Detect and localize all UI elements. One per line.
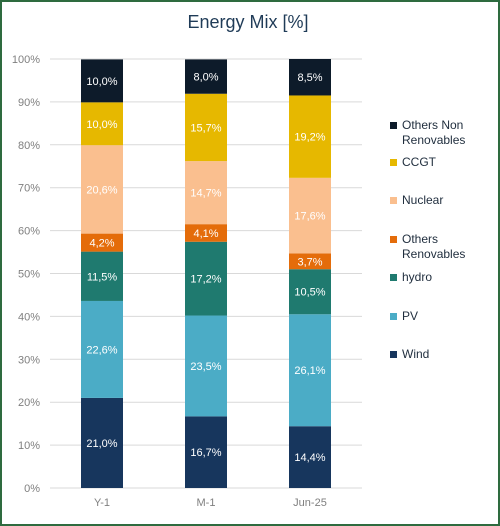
y-tick-label: 40% xyxy=(18,311,40,323)
y-tick-label: 0% xyxy=(24,483,40,495)
bar-segment xyxy=(289,59,331,96)
data-label: 10,0% xyxy=(86,119,117,131)
y-tick-label: 80% xyxy=(18,140,40,152)
y-tick-label: 50% xyxy=(18,269,40,281)
x-tick-label: M-1 xyxy=(197,497,216,509)
data-label: 17,2% xyxy=(190,274,221,286)
bar-segment xyxy=(81,300,123,398)
data-label: 11,5% xyxy=(87,271,118,283)
bar-segment xyxy=(289,177,331,254)
data-label: 19,2% xyxy=(294,132,325,144)
y-tick-label: 20% xyxy=(18,397,40,409)
bar-segment xyxy=(289,426,331,488)
legend-label: Others Non Renovables xyxy=(402,118,465,147)
data-label: 16,7% xyxy=(190,447,221,459)
bar-segment xyxy=(81,251,123,301)
bar-segment xyxy=(185,161,227,225)
legend-swatch xyxy=(390,197,397,204)
legend-label: Nuclear xyxy=(402,193,443,207)
data-label: 23,5% xyxy=(190,361,221,373)
bar-segment xyxy=(185,93,227,162)
bar-segment xyxy=(81,59,123,103)
data-label: 10,0% xyxy=(86,76,117,88)
legend-label: CCGT xyxy=(402,155,437,169)
data-label: 8,5% xyxy=(297,72,322,84)
bar-segment xyxy=(289,314,331,427)
legend-swatch xyxy=(390,159,397,166)
data-label: 20,6% xyxy=(86,184,117,196)
y-tick-label: 70% xyxy=(18,183,40,195)
bar-segment xyxy=(289,269,331,315)
bar-segment xyxy=(81,397,123,488)
legend-swatch xyxy=(390,122,397,129)
data-label: 14,7% xyxy=(190,188,221,200)
bar-segment xyxy=(185,59,227,94)
legend-swatch xyxy=(390,236,397,243)
data-label: 22,6% xyxy=(86,344,117,356)
x-axis: Y-1 M-1 Jun-25 xyxy=(94,497,327,509)
legend-swatch xyxy=(390,313,397,320)
data-label: 10,5% xyxy=(294,287,325,299)
x-tick-label: Jun-25 xyxy=(293,497,327,509)
data-label: 4,2% xyxy=(89,238,114,250)
data-label: 4,1% xyxy=(193,228,218,240)
legend-label: PV xyxy=(402,309,418,323)
y-tick-label: 60% xyxy=(18,226,40,238)
legend: Others Non Renovables CCGT Nuclear Others Ren… xyxy=(390,118,465,361)
legend-swatch xyxy=(390,274,397,281)
bar-segment xyxy=(185,224,227,242)
legend-swatch xyxy=(390,351,397,358)
bars: 21,0% 22,6% 11,5% 4,2% 20,6% 10,0% 10,0% 16,7% 2… xyxy=(81,59,331,488)
legend-label: hydro xyxy=(402,270,432,284)
bar-segment xyxy=(81,145,123,234)
data-label: 15,7% xyxy=(190,122,221,134)
bar-segment xyxy=(81,233,123,252)
legend-label: Others Renovables xyxy=(402,232,465,261)
bar-segment xyxy=(81,102,123,146)
y-axis: 0% 10% 20% 30% 40% 50% 60% 70% 80% 90% 100% xyxy=(12,54,40,495)
data-label: 3,7% xyxy=(297,256,322,268)
data-label: 26,1% xyxy=(294,365,325,377)
chart-title: Energy Mix [%] xyxy=(187,12,308,32)
y-tick-label: 100% xyxy=(12,54,40,66)
bar-segment xyxy=(185,416,227,488)
bar-segment xyxy=(185,241,227,316)
bar-segment xyxy=(289,95,331,178)
bar-segment xyxy=(185,315,227,417)
data-label: 21,0% xyxy=(86,438,117,450)
bar-segment xyxy=(289,253,331,270)
data-label: 14,4% xyxy=(294,452,325,464)
y-tick-label: 90% xyxy=(18,97,40,109)
data-label: 17,6% xyxy=(294,211,325,223)
y-tick-label: 10% xyxy=(18,440,40,452)
x-tick-label: Y-1 xyxy=(94,497,110,509)
legend-label: Wind xyxy=(402,347,429,361)
y-tick-label: 30% xyxy=(18,354,40,366)
data-label: 8,0% xyxy=(193,72,218,84)
